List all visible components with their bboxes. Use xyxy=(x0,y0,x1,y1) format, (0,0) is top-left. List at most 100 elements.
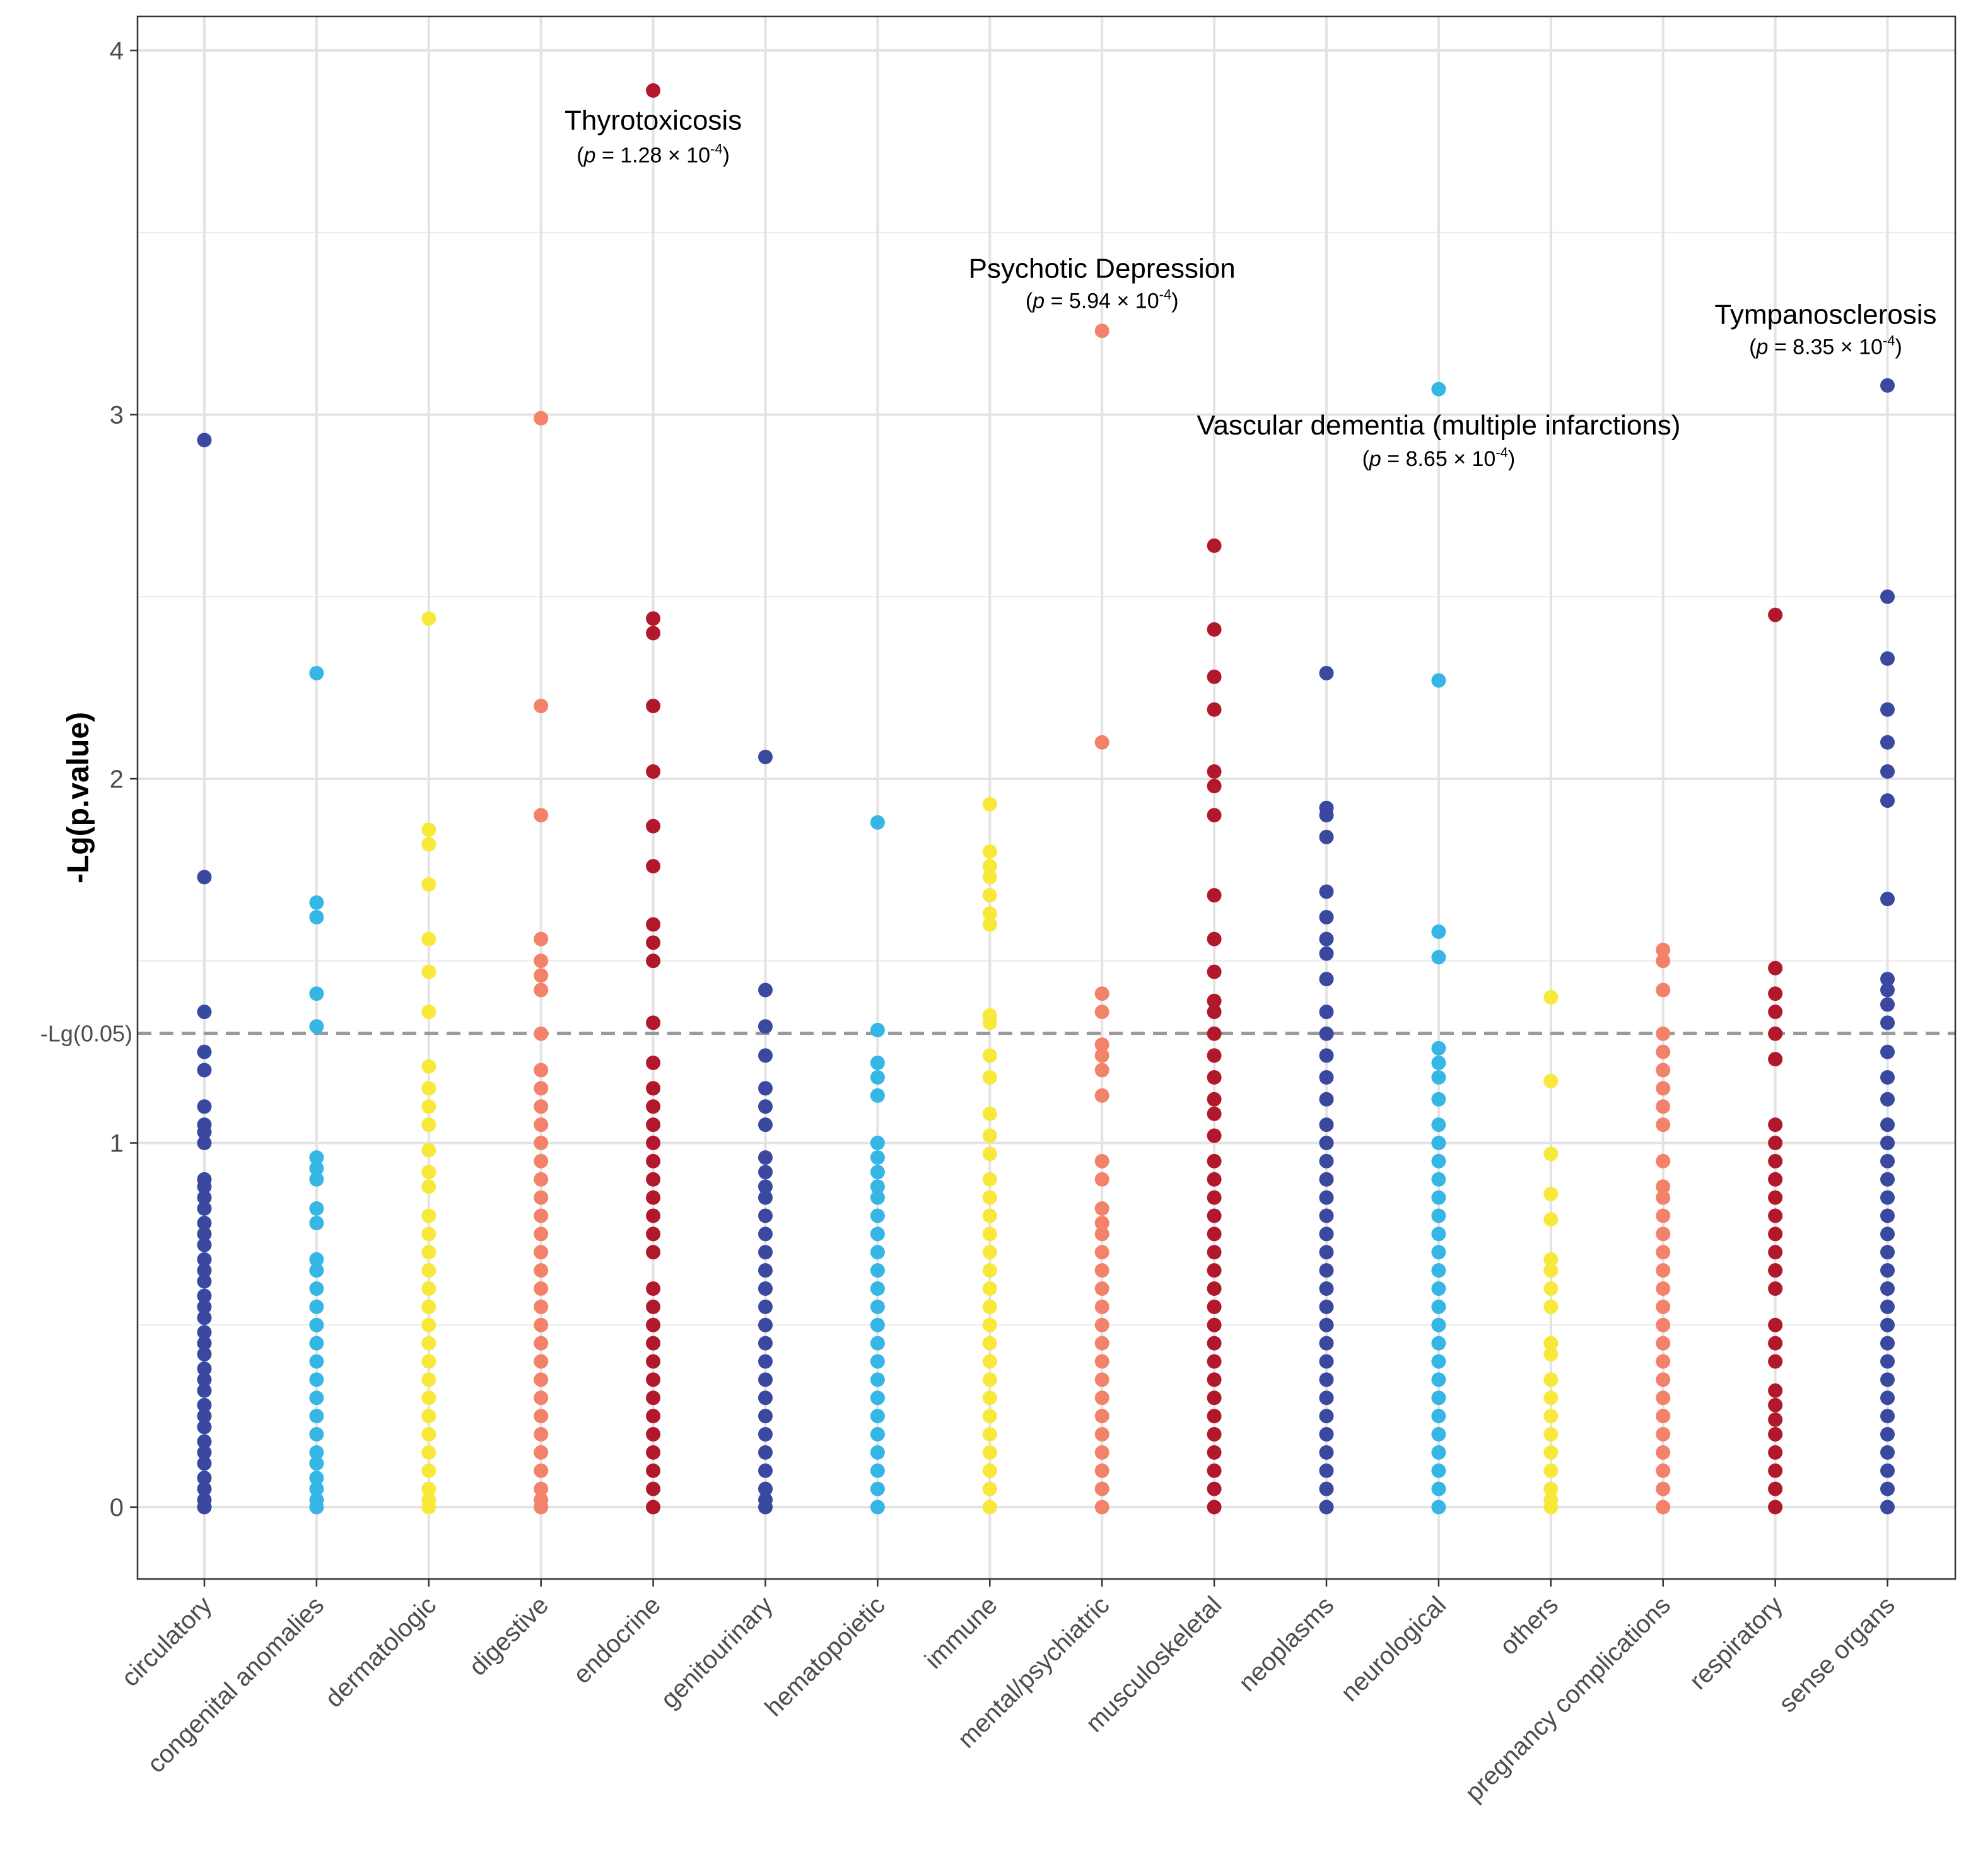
data-point xyxy=(646,1463,661,1478)
data-point xyxy=(1207,1128,1222,1143)
data-point xyxy=(1768,1263,1783,1278)
annotation-pvalue: (p = 5.94 × 10-4) xyxy=(1026,287,1179,313)
data-point xyxy=(534,1500,549,1515)
data-point xyxy=(758,982,773,998)
data-point xyxy=(870,1281,885,1296)
data-point xyxy=(870,1190,885,1205)
data-point xyxy=(1768,1445,1783,1460)
data-point xyxy=(197,1445,212,1460)
data-point xyxy=(1319,1026,1334,1041)
data-point xyxy=(421,1390,436,1406)
annotation-label: Psychotic Depression xyxy=(969,253,1236,284)
data-point xyxy=(646,699,661,713)
data-point xyxy=(309,1281,324,1296)
data-point xyxy=(1768,986,1783,1001)
data-point xyxy=(421,611,436,626)
data-point xyxy=(309,1317,324,1332)
data-point xyxy=(1768,1500,1783,1515)
data-point xyxy=(309,1471,324,1486)
data-point xyxy=(646,1055,661,1070)
data-point xyxy=(1207,1070,1222,1085)
data-point xyxy=(1768,1117,1783,1133)
data-point xyxy=(1094,1153,1109,1168)
data-point xyxy=(421,1463,436,1478)
data-point xyxy=(758,1336,773,1351)
data-point xyxy=(197,433,212,448)
data-point xyxy=(1207,1208,1222,1223)
data-point xyxy=(982,859,997,874)
data-point xyxy=(1656,953,1671,969)
data-point xyxy=(758,1208,773,1223)
data-point xyxy=(421,1117,436,1133)
data-point xyxy=(534,1190,549,1205)
data-point xyxy=(1094,1354,1109,1369)
data-point xyxy=(1319,972,1334,987)
data-point xyxy=(421,1005,436,1020)
data-point xyxy=(1880,1500,1895,1515)
data-point xyxy=(870,815,885,830)
data-point xyxy=(1768,1245,1783,1260)
data-point xyxy=(870,1336,885,1351)
data-point xyxy=(646,859,661,874)
data-point xyxy=(870,1263,885,1278)
data-point xyxy=(1880,892,1895,907)
data-point xyxy=(758,1226,773,1242)
data-point xyxy=(1207,1172,1222,1187)
data-point xyxy=(1094,1037,1109,1052)
data-point xyxy=(646,953,661,969)
data-point xyxy=(534,1427,549,1442)
data-point xyxy=(982,1245,997,1260)
data-point xyxy=(1319,1390,1334,1406)
data-point xyxy=(646,1281,661,1296)
data-point xyxy=(1656,1500,1671,1515)
data-point xyxy=(1319,1048,1334,1063)
data-point xyxy=(1319,1317,1334,1332)
data-point xyxy=(1319,884,1334,899)
data-point xyxy=(1207,1336,1222,1351)
data-point xyxy=(1431,1354,1446,1369)
data-point xyxy=(197,870,212,885)
data-point xyxy=(870,1150,885,1165)
data-point xyxy=(1319,1092,1334,1107)
data-point xyxy=(197,1237,212,1252)
data-point xyxy=(1768,1190,1783,1205)
data-point xyxy=(870,1226,885,1242)
data-point xyxy=(982,1208,997,1223)
data-point xyxy=(1207,1190,1222,1205)
data-point xyxy=(1543,1463,1559,1478)
data-point xyxy=(1207,702,1222,717)
data-point xyxy=(534,1481,549,1496)
data-point xyxy=(197,1190,212,1205)
data-point xyxy=(1207,1299,1222,1314)
data-point xyxy=(870,1088,885,1103)
data-point xyxy=(1880,735,1895,750)
data-point xyxy=(1880,793,1895,808)
data-point xyxy=(1094,986,1109,1001)
data-point xyxy=(1543,1146,1559,1162)
data-point xyxy=(982,1409,997,1424)
data-point xyxy=(309,1354,324,1369)
data-point xyxy=(870,1179,885,1194)
data-point xyxy=(1768,1172,1783,1187)
data-point xyxy=(1880,1372,1895,1387)
data-point xyxy=(1880,1092,1895,1107)
data-point xyxy=(1880,1153,1895,1168)
data-point xyxy=(421,1354,436,1369)
data-point xyxy=(1768,1317,1783,1332)
data-point xyxy=(534,1208,549,1223)
data-point xyxy=(1207,888,1222,903)
data-point xyxy=(1431,1070,1446,1085)
data-point xyxy=(1319,1136,1334,1150)
annotation-label: Tympanosclerosis xyxy=(1714,299,1936,330)
data-point xyxy=(1207,1005,1222,1020)
data-point xyxy=(421,1317,436,1332)
data-point xyxy=(982,1281,997,1296)
data-point xyxy=(197,1299,212,1314)
data-point xyxy=(1768,1208,1783,1223)
data-point xyxy=(309,1172,324,1187)
data-point xyxy=(197,1216,212,1231)
data-point xyxy=(1431,1427,1446,1442)
data-point xyxy=(758,1150,773,1165)
data-point xyxy=(1094,1299,1109,1314)
data-point xyxy=(870,1317,885,1332)
